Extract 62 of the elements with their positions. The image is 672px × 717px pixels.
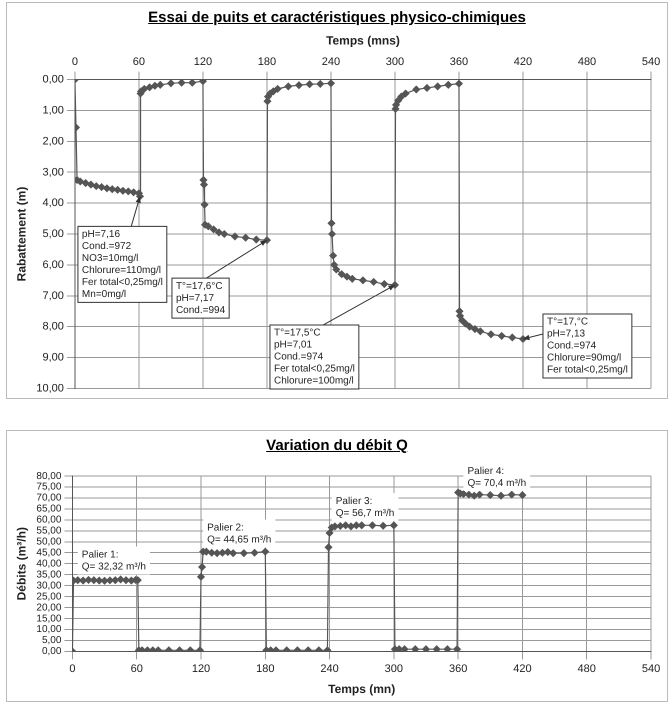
x-tick-label: 120 [192, 663, 210, 676]
y-tick-label: 20,00 [36, 602, 62, 614]
x-tick-label: 360 [450, 56, 468, 68]
y-tick-label: 80,00 [36, 470, 62, 482]
x-tick-label: 240 [322, 56, 340, 68]
y-tick-label: 10,00 [36, 382, 64, 394]
y-tick-label: 15,00 [36, 613, 62, 624]
x-tick-label: 240 [320, 663, 339, 676]
x-tick-label: 60 [130, 663, 143, 676]
x-tick-label: 120 [194, 56, 212, 68]
y-tick-label: 30,00 [36, 580, 62, 592]
y-tick-label: 3,00 [42, 166, 64, 178]
y-tick-label: 6,00 [42, 258, 64, 271]
x-tick-label: 60 [132, 56, 146, 68]
y-tick-label: 50,00 [36, 536, 62, 548]
annotation: T°=17,5°C pH=7,01 Cond.=974 Fer total<0,25mg/l Chlorure=100mg/l [274, 328, 355, 387]
annotation: T°=17,6°C pH=7,17 Cond.=994 [176, 280, 226, 316]
x-tick-label: 420 [514, 56, 532, 68]
y-tick-label: 8,00 [42, 320, 64, 333]
y-tick-label: 2,00 [42, 135, 64, 148]
x-tick-label: 420 [513, 663, 532, 676]
x-tick-label: 180 [256, 663, 274, 676]
y-tick-label: 75,00 [36, 482, 62, 493]
x-tick-label: 0 [69, 663, 76, 676]
y-tick-label: 40,00 [36, 558, 62, 570]
y-tick-label: 5,00 [42, 635, 62, 646]
annotation: Palier 3: Q= 56,7 m³/h [336, 496, 394, 519]
x-tick-label: 540 [642, 663, 660, 676]
x-tick-label: 360 [448, 663, 468, 676]
y-tick-label: 10,00 [36, 624, 62, 636]
x-tick-label: 480 [578, 56, 596, 68]
annotation: T°=17,°C pH=7,13 Cond.=974 Chlorure=90mg/l Fer total<0,25mg/l [546, 316, 628, 376]
annotation: Palier 4: Q= 70,4 m³/h [468, 466, 526, 489]
annotation: pH=7,16 Cond.=972 NO3=10mg/l Chlorure=110mg/l Fer total<0,25mg/l Mn=0mg/l [82, 229, 163, 300]
y-tick-label: 70,00 [36, 492, 62, 504]
y-tick-label: 25,00 [36, 591, 62, 602]
chart-title: Variation du débit Q [265, 437, 409, 454]
y-tick-label: 9,00 [42, 352, 64, 364]
x-tick-label: 540 [642, 56, 660, 68]
y-tick-label: 5,00 [42, 228, 64, 240]
y-tick-label: 60,00 [36, 514, 62, 526]
y-tick-label: 0,00 [42, 74, 64, 86]
y-axis-title: Débits (m³/h) [14, 527, 29, 600]
x-tick-label: 480 [578, 663, 596, 676]
x-tick-label: 300 [384, 663, 404, 676]
y-tick-label: 4,00 [42, 197, 64, 210]
x-axis-title: Temps (mn) [328, 682, 396, 696]
y-tick-label: 35,00 [36, 569, 62, 580]
y-tick-label: 55,00 [36, 526, 62, 537]
annotation: Palier 1: Q= 32,32 m³/h [82, 549, 146, 572]
y-tick-label: 0,00 [42, 646, 62, 658]
x-tick-label: 0 [72, 56, 78, 68]
y-tick-label: 45,00 [36, 547, 62, 558]
x-tick-label: 300 [386, 56, 404, 68]
chart-title: Essai de puits et caractéristiques physico-chimiques [147, 9, 527, 26]
annotation: Palier 2: Q= 44,65 m³/h [207, 522, 272, 546]
x-tick-label: 180 [258, 56, 276, 68]
y-tick-label: 65,00 [36, 504, 62, 515]
y-axis-title: Rabattement (m) [14, 186, 29, 282]
x-axis-title: Temps (mns) [326, 34, 400, 48]
y-tick-label: 1,00 [42, 104, 64, 117]
y-tick-label: 7,00 [42, 290, 64, 302]
